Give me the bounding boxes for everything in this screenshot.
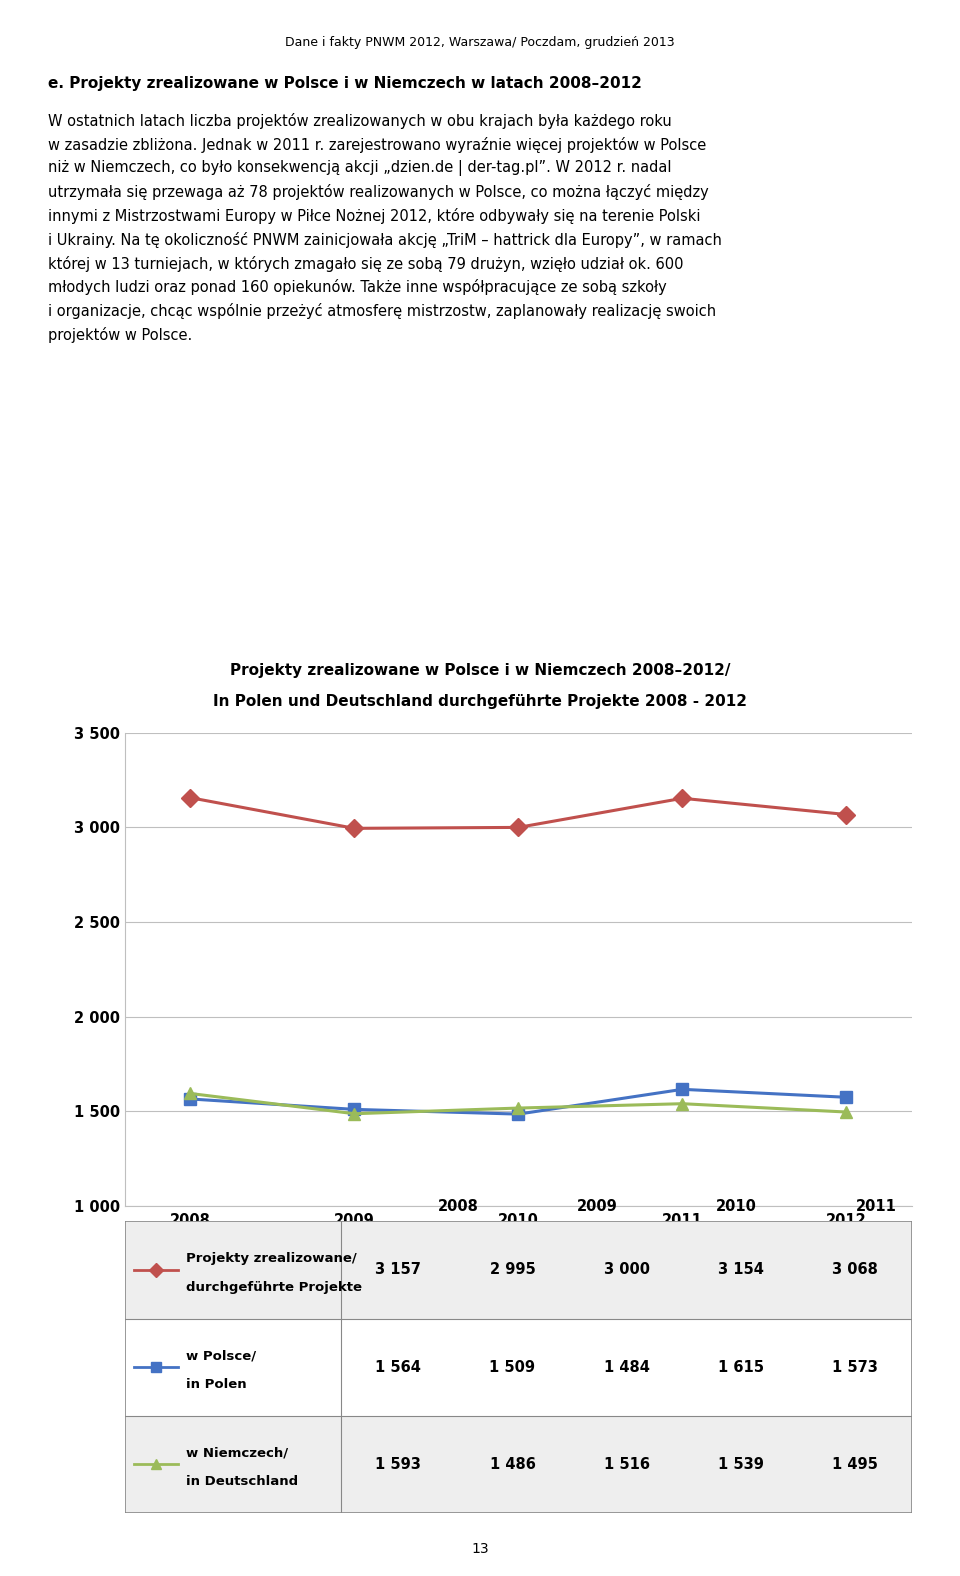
Text: 1 516: 1 516 (604, 1456, 650, 1472)
Text: 2011: 2011 (855, 1198, 897, 1214)
Text: 3 154: 3 154 (718, 1262, 764, 1278)
Text: 2009: 2009 (577, 1198, 618, 1214)
Text: 3 068: 3 068 (832, 1262, 877, 1278)
Text: 1 615: 1 615 (718, 1360, 764, 1374)
Text: 2010: 2010 (716, 1198, 757, 1214)
Text: 3 157: 3 157 (375, 1262, 421, 1278)
Text: 1 484: 1 484 (604, 1360, 650, 1374)
Text: 1 593: 1 593 (375, 1456, 421, 1472)
Text: in Polen: in Polen (186, 1377, 247, 1392)
Text: 1 509: 1 509 (490, 1360, 536, 1374)
Text: 2 995: 2 995 (490, 1262, 536, 1278)
Bar (125, 1415, 912, 1513)
Text: 1 573: 1 573 (832, 1360, 877, 1374)
Text: In Polen und Deutschland durchgeführte Projekte 2008 - 2012: In Polen und Deutschland durchgeführte P… (213, 693, 747, 709)
Text: w Polsce/: w Polsce/ (186, 1349, 256, 1362)
Text: in Deutschland: in Deutschland (186, 1475, 299, 1488)
Text: 3 000: 3 000 (604, 1262, 650, 1278)
Text: Projekty zrealizowane w Polsce i w Niemczech 2008–2012/: Projekty zrealizowane w Polsce i w Niemc… (229, 662, 731, 678)
Text: 13: 13 (471, 1541, 489, 1556)
Text: 1 564: 1 564 (375, 1360, 421, 1374)
Text: Dane i fakty PNWM 2012, Warszawa/ Poczdam, grudzień 2013: Dane i fakty PNWM 2012, Warszawa/ Poczda… (285, 36, 675, 49)
Bar (125, 1221, 912, 1319)
Text: 1 539: 1 539 (718, 1456, 764, 1472)
Text: 1 486: 1 486 (490, 1456, 536, 1472)
Text: Projekty zrealizowane/: Projekty zrealizowane/ (186, 1251, 357, 1266)
Text: 2008: 2008 (438, 1198, 479, 1214)
Text: durchgeführte Projekte: durchgeführte Projekte (186, 1281, 362, 1294)
Text: e. Projekty zrealizowane w Polsce i w Niemczech w latach 2008–2012: e. Projekty zrealizowane w Polsce i w Ni… (48, 76, 642, 91)
Text: 1 495: 1 495 (832, 1456, 877, 1472)
Text: W ostatnich latach liczba projektów zrealizowanych w obu krajach była każdego ro: W ostatnich latach liczba projektów zrea… (48, 113, 722, 344)
Text: w Niemczech/: w Niemczech/ (186, 1447, 288, 1459)
Bar (125, 1319, 912, 1415)
